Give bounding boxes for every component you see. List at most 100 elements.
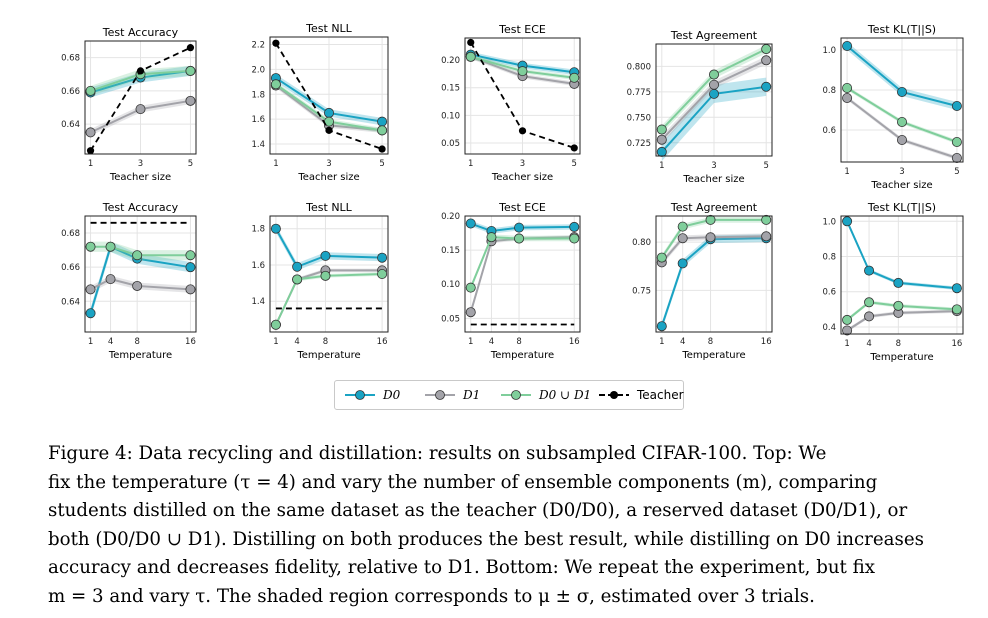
series-teacher [86, 44, 195, 155]
series-band [275, 225, 383, 271]
y-tick-label: 0.775 [627, 88, 651, 98]
series-line [275, 228, 383, 268]
data-point [270, 79, 281, 90]
series-teacher [467, 38, 578, 152]
series-d0-d1 [842, 83, 962, 147]
x-tick-label: 1 [273, 337, 278, 347]
series-band [470, 54, 575, 87]
x-tick-label: 5 [763, 161, 768, 171]
data-point [105, 241, 116, 252]
series-d1 [85, 274, 196, 295]
data-point [185, 65, 196, 76]
series-teacher [272, 39, 386, 153]
y-tick-label: 0.20 [441, 212, 460, 222]
chart-panel-7: 1.4 1.6 1.8 1 4 8 16 Test NLL Temperature [251, 201, 389, 361]
data-point [761, 214, 772, 225]
data-point [270, 319, 281, 330]
x-tick-label: 16 [569, 337, 580, 347]
data-point [514, 222, 525, 233]
y-tick-label: 0.05 [441, 139, 460, 149]
chart-title: Test Accuracy [102, 26, 179, 39]
series-d0 [270, 223, 388, 272]
chart-title: Test NLL [305, 201, 353, 214]
data-point [951, 101, 962, 112]
series-band [661, 216, 767, 261]
legend-label-d0u1: D0 ∪ D1 [539, 388, 592, 402]
data-point [864, 297, 875, 308]
series-line [846, 220, 957, 290]
data-point [320, 250, 331, 261]
chart-title: Test KL(T||S) [867, 23, 936, 36]
series-line [660, 237, 767, 327]
data-point [897, 134, 908, 145]
series-line [846, 301, 957, 321]
x-tick-label: 3 [711, 161, 716, 171]
y-tick-label: 0.15 [441, 84, 460, 94]
x-tick-label: 3 [138, 159, 143, 169]
x-tick-label: 8 [708, 337, 713, 347]
y-tick-label: 0.68 [61, 229, 80, 239]
data-point [85, 241, 96, 252]
x-tick-label: 8 [896, 339, 901, 349]
chart-title: Test KL(T||S) [867, 201, 936, 214]
y-tick-label: 0.64 [61, 297, 80, 307]
series-line [274, 273, 383, 326]
y-tick-label: 0.20 [441, 56, 460, 66]
series-d0-d1 [842, 297, 962, 325]
data-point [86, 147, 95, 155]
plot-frame [269, 215, 389, 333]
data-point [897, 87, 908, 98]
plot-frame [655, 43, 773, 157]
data-point [761, 44, 772, 55]
y-tick-label: 0.66 [61, 263, 80, 273]
data-point [656, 134, 667, 145]
data-point [85, 85, 96, 96]
data-point [893, 277, 904, 288]
x-axis-label: Temperature [296, 350, 360, 361]
data-point [377, 252, 388, 263]
series-band [90, 97, 191, 136]
y-tick-label: 0.8 [822, 253, 836, 263]
plot-frame [84, 215, 197, 333]
x-tick-label: 1 [88, 159, 93, 169]
data-point [897, 117, 908, 128]
data-point [518, 127, 527, 135]
x-tick-label: 3 [520, 159, 525, 169]
data-point [292, 274, 303, 285]
chart-panel-1: 0.64 0.66 0.68 1 3 5 Test Accuracy Teacher size [61, 26, 197, 183]
chart-title: Test ECE [498, 23, 546, 36]
data-point [864, 311, 875, 322]
data-point [842, 314, 853, 325]
data-point [677, 233, 688, 244]
y-tick-label: 2.0 [251, 65, 265, 75]
chart-panel-2: 1.4 1.6 1.8 2.0 2.2 1 3 5 Test NLL Teacher size [251, 22, 389, 183]
series-line [470, 222, 575, 233]
y-tick-label: 0.15 [441, 246, 460, 256]
chart-panel-3: 0.05 0.10 0.15 0.20 1 3 5 Test ECE Teacher size [441, 23, 581, 183]
series-d0-d1 [85, 241, 196, 261]
figure-caption: Figure 4: Data recycling and distillatio… [48, 440, 968, 611]
plot-frame [655, 215, 773, 333]
series-d0 [842, 216, 962, 294]
caption-line-3: students distilled on the same dataset a… [48, 500, 908, 521]
plot-area [85, 216, 196, 332]
data-point [864, 265, 875, 276]
x-tick-label: 16 [951, 339, 962, 349]
data-point [325, 126, 333, 134]
series-band [661, 77, 767, 162]
y-tick-label: 1.6 [251, 115, 265, 125]
y-tick-label: 0.10 [441, 111, 460, 121]
x-axis-label: Teacher size [297, 172, 359, 183]
x-tick-label: 4 [866, 339, 871, 349]
data-point [569, 221, 580, 232]
series-d0 [465, 218, 580, 237]
y-tick-label: 0.64 [61, 120, 80, 130]
data-point [709, 79, 720, 90]
caption-line-5: accuracy and decreases fidelity, relativ… [48, 557, 876, 578]
data-point [569, 72, 580, 83]
y-tick-label: 0.725 [627, 139, 651, 149]
x-axis-label: Temperature [490, 350, 554, 361]
x-tick-label: 5 [572, 159, 577, 169]
data-point [842, 325, 853, 336]
data-point [136, 67, 145, 75]
